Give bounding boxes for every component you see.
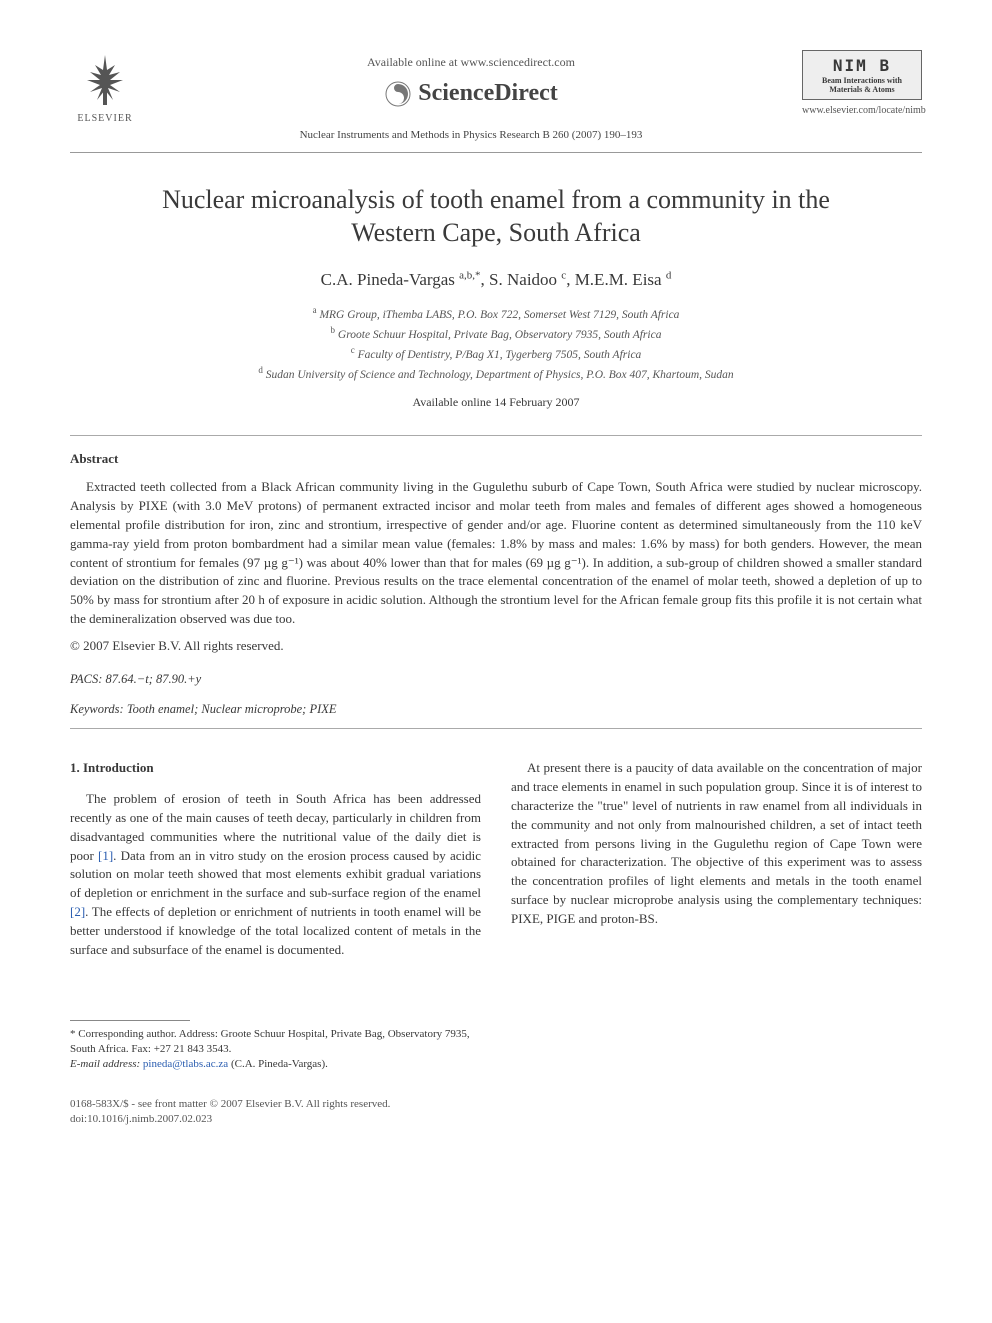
intro-paragraph-2: At present there is a paucity of data av…	[511, 759, 922, 929]
footer-front-matter: 0168-583X/$ - see front matter © 2007 El…	[70, 1097, 922, 1112]
abstract-top-rule	[70, 435, 922, 436]
journal-badge: NIM B Beam Interactions with Materials &…	[802, 50, 922, 118]
available-online-line: Available online at www.sciencedirect.co…	[140, 54, 802, 71]
citation-ref-2[interactable]: [2]	[70, 904, 85, 919]
citation-ref-1[interactable]: [1]	[98, 848, 113, 863]
footnote-rule	[70, 1020, 190, 1021]
pacs-label: PACS:	[70, 672, 102, 686]
available-date: Available online 14 February 2007	[70, 394, 922, 411]
sciencedirect-text: ScienceDirect	[418, 77, 558, 111]
intro-paragraph-1: The problem of erosion of teeth in South…	[70, 790, 481, 960]
journal-url: www.elsevier.com/locate/nimb	[802, 104, 922, 118]
affiliations-block: a MRG Group, iThemba LABS, P.O. Box 722,…	[70, 304, 922, 384]
journal-reference: Nuclear Instruments and Methods in Physi…	[140, 128, 802, 143]
nimb-subtitle: Beam Interactions with Materials & Atoms	[809, 77, 915, 95]
article-title: Nuclear microanalysis of tooth enamel fr…	[130, 183, 862, 251]
corresponding-email[interactable]: pineda@tlabs.ac.za	[143, 1058, 228, 1070]
abstract-copyright: © 2007 Elsevier B.V. All rights reserved…	[70, 637, 922, 655]
header-rule	[70, 152, 922, 153]
elsevier-logo: ELSEVIER	[70, 50, 140, 130]
keywords-terms: Tooth enamel; Nuclear microprobe; PIXE	[127, 702, 337, 716]
pacs-codes: 87.64.−t; 87.90.+y	[106, 672, 202, 686]
keywords-line: Keywords: Tooth enamel; Nuclear micropro…	[70, 701, 922, 719]
sciencedirect-swirl-icon	[384, 80, 412, 108]
body-columns: 1. Introduction The problem of erosion o…	[70, 759, 922, 1073]
footer-block: 0168-583X/$ - see front matter © 2007 El…	[70, 1097, 922, 1128]
elsevier-tree-icon	[75, 50, 135, 110]
sciencedirect-logo: ScienceDirect	[384, 77, 558, 111]
keywords-label: Keywords:	[70, 702, 124, 716]
header-center: Available online at www.sciencedirect.co…	[140, 50, 802, 144]
nimb-title: NIM B	[809, 55, 915, 77]
authors-line: C.A. Pineda-Vargas a,b,*, S. Naidoo c, M…	[70, 268, 922, 292]
abstract-text: Extracted teeth collected from a Black A…	[70, 478, 922, 629]
section-heading-intro: 1. Introduction	[70, 759, 481, 778]
corresponding-text: * Corresponding author. Address: Groote …	[70, 1027, 481, 1058]
elsevier-name: ELSEVIER	[77, 112, 132, 126]
footer-doi: doi:10.1016/j.nimb.2007.02.023	[70, 1112, 922, 1127]
abstract-bottom-rule	[70, 728, 922, 729]
corresponding-email-author: (C.A. Pineda-Vargas).	[231, 1058, 328, 1070]
abstract-label: Abstract	[70, 450, 922, 468]
nimb-box: NIM B Beam Interactions with Materials &…	[802, 50, 922, 100]
corresponding-author-footnote: * Corresponding author. Address: Groote …	[70, 1027, 481, 1073]
corresponding-email-line: E-mail address: pineda@tlabs.ac.za (C.A.…	[70, 1057, 481, 1072]
pacs-line: PACS: 87.64.−t; 87.90.+y	[70, 671, 922, 689]
header-row: ELSEVIER Available online at www.science…	[70, 50, 922, 144]
